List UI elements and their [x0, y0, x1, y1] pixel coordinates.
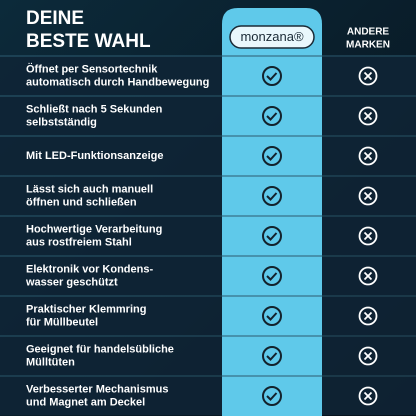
feature-text: aus rostfreiem Stahl — [26, 236, 132, 248]
cross-icon — [363, 351, 373, 361]
cross-icon — [363, 231, 373, 241]
other-label: ANDERE — [347, 27, 390, 38]
check-icon — [262, 66, 282, 86]
feature-text: öffnen und schließen — [26, 196, 137, 208]
row-band — [0, 217, 222, 255]
cross-icon — [358, 66, 378, 86]
check-icon — [262, 346, 282, 366]
row-band — [0, 297, 222, 335]
check-icon — [262, 226, 282, 246]
cross-icon — [358, 186, 378, 206]
feature-text: Öffnet per Sensortechnik — [26, 62, 158, 75]
feature-text: automatisch durch Handbewegung — [26, 76, 209, 88]
brand-pill — [229, 25, 315, 49]
cross-icon — [363, 391, 373, 401]
title-line: DEINE — [26, 8, 84, 29]
cross-icon — [358, 226, 378, 246]
feature-text: Lässt sich auch manuell — [26, 183, 153, 195]
check-icon — [262, 186, 282, 206]
cross-icon — [363, 111, 373, 121]
check-icon — [266, 312, 278, 321]
feature-text: Verbesserter Mechanismus — [26, 383, 168, 395]
check-icon — [266, 72, 278, 81]
cross-icon — [363, 311, 373, 321]
check-icon — [266, 352, 278, 361]
feature-text: Praktischer Klemmring — [26, 303, 146, 315]
check-icon — [266, 112, 278, 121]
feature-text: Mit LED-Funktionsanzeige — [26, 150, 164, 162]
feature-text: Elektronik vor Kondens- — [26, 263, 153, 275]
check-icon — [262, 106, 282, 126]
row-band — [0, 137, 222, 175]
feature-text: für Müllbeutel — [26, 316, 98, 328]
feature-text: und Magnet am Deckel — [26, 396, 145, 408]
check-icon — [266, 272, 278, 281]
row-band — [0, 57, 222, 95]
title-line: BESTE WAHL — [26, 31, 151, 52]
other-label: MARKEN — [346, 40, 390, 51]
feature-text: Mülltüten — [26, 356, 75, 368]
row-band — [0, 97, 222, 135]
row-band — [0, 177, 222, 215]
cross-icon — [358, 266, 378, 286]
feature-text: Hochwertige Verarbeitung — [26, 223, 162, 235]
brand-column — [222, 8, 322, 416]
check-icon — [262, 146, 282, 166]
feature-text: wasser geschützt — [25, 276, 118, 288]
feature-text: Schließt nach 5 Sekunden — [26, 103, 163, 115]
feature-text: selbstständig — [26, 116, 97, 128]
cross-icon — [358, 146, 378, 166]
check-icon — [266, 192, 278, 201]
cross-icon — [358, 106, 378, 126]
cross-icon — [363, 271, 373, 281]
cross-icon — [363, 151, 373, 161]
cross-icon — [363, 71, 373, 81]
check-icon — [266, 232, 278, 241]
brand-logo: monzana® — [240, 29, 303, 44]
check-icon — [262, 386, 282, 406]
cross-icon — [358, 306, 378, 326]
row-band — [0, 337, 222, 375]
feature-text: Geeignet für handelsübliche — [26, 343, 174, 355]
row-band — [0, 257, 222, 295]
check-icon — [266, 392, 278, 401]
check-icon — [262, 266, 282, 286]
check-icon — [266, 152, 278, 161]
cross-icon — [358, 346, 378, 366]
row-band — [0, 377, 222, 415]
check-icon — [262, 306, 282, 326]
cross-icon — [358, 386, 378, 406]
cross-icon — [363, 191, 373, 201]
